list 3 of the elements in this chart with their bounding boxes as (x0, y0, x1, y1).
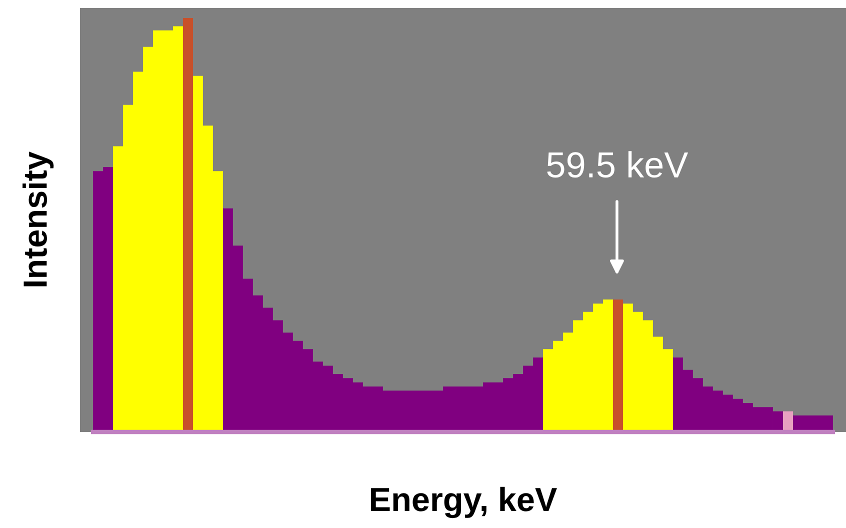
annotation: 59.5 keV (547, 151, 688, 178)
y-axis-title: Intensity (22, 152, 54, 286)
x-axis-title: Energy, keV (371, 486, 557, 518)
